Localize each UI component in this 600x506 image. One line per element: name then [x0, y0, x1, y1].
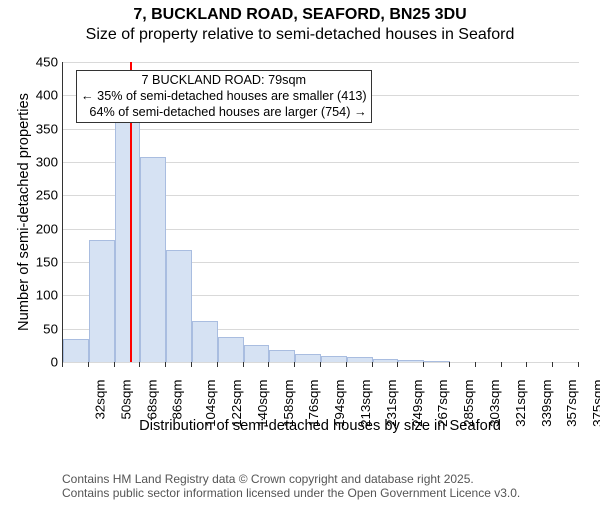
y-tick-label: 250	[36, 188, 58, 203]
chart-title-line1: 7, BUCKLAND ROAD, SEAFORD, BN25 3DU	[0, 6, 600, 24]
x-axis-ticks: 32sqm50sqm68sqm86sqm104sqm122sqm140sqm15…	[62, 362, 578, 412]
histogram-bar	[166, 250, 192, 362]
grid-line	[63, 62, 579, 63]
histogram-bar	[295, 354, 321, 362]
y-tick-label: 300	[36, 155, 58, 170]
footer-line2: Contains public sector information licen…	[62, 486, 520, 500]
x-tick-label: 86sqm	[170, 380, 185, 420]
y-tick-label: 50	[43, 321, 58, 336]
y-tick-label: 400	[36, 88, 58, 103]
x-axis-label: Distribution of semi-detached houses by …	[62, 418, 578, 434]
x-tick-label: 375sqm	[590, 380, 600, 427]
y-tick-label: 0	[51, 355, 58, 370]
y-axis-ticks: 050100150200250300350400450	[0, 62, 62, 362]
grid-line	[63, 129, 579, 130]
histogram-bar	[269, 350, 295, 362]
histogram-bar	[115, 120, 141, 362]
x-tick-label: 68sqm	[144, 380, 159, 420]
footer-attribution: Contains HM Land Registry data © Crown c…	[62, 472, 520, 501]
annotation-box: 7 BUCKLAND ROAD: 79sqm ← 35% of semi-det…	[76, 70, 372, 123]
histogram-bar	[89, 240, 115, 362]
annotation-line3: 64% of semi-detached houses are larger (…	[81, 105, 367, 121]
y-tick-label: 150	[36, 255, 58, 270]
footer-line1: Contains HM Land Registry data © Crown c…	[62, 472, 520, 486]
annotation-line1: 7 BUCKLAND ROAD: 79sqm	[81, 73, 367, 89]
y-tick-label: 100	[36, 288, 58, 303]
histogram-bar	[218, 337, 244, 362]
chart-title-line2: Size of property relative to semi-detach…	[0, 26, 600, 44]
annotation-line2: ← 35% of semi-detached houses are smalle…	[81, 89, 367, 105]
chart-container: Number of semi-detached properties 05010…	[0, 58, 600, 438]
y-tick-label: 200	[36, 221, 58, 236]
x-tick-label: 50sqm	[118, 380, 133, 420]
y-tick-label: 450	[36, 55, 58, 70]
y-tick-label: 350	[36, 121, 58, 136]
x-tick-label: 32sqm	[93, 380, 108, 420]
page: { "title": { "line1": "7, BUCKLAND ROAD,…	[0, 6, 600, 506]
histogram-bar	[140, 157, 166, 362]
histogram-bar	[192, 321, 218, 362]
histogram-bar	[63, 339, 89, 362]
histogram-bar	[244, 345, 270, 362]
